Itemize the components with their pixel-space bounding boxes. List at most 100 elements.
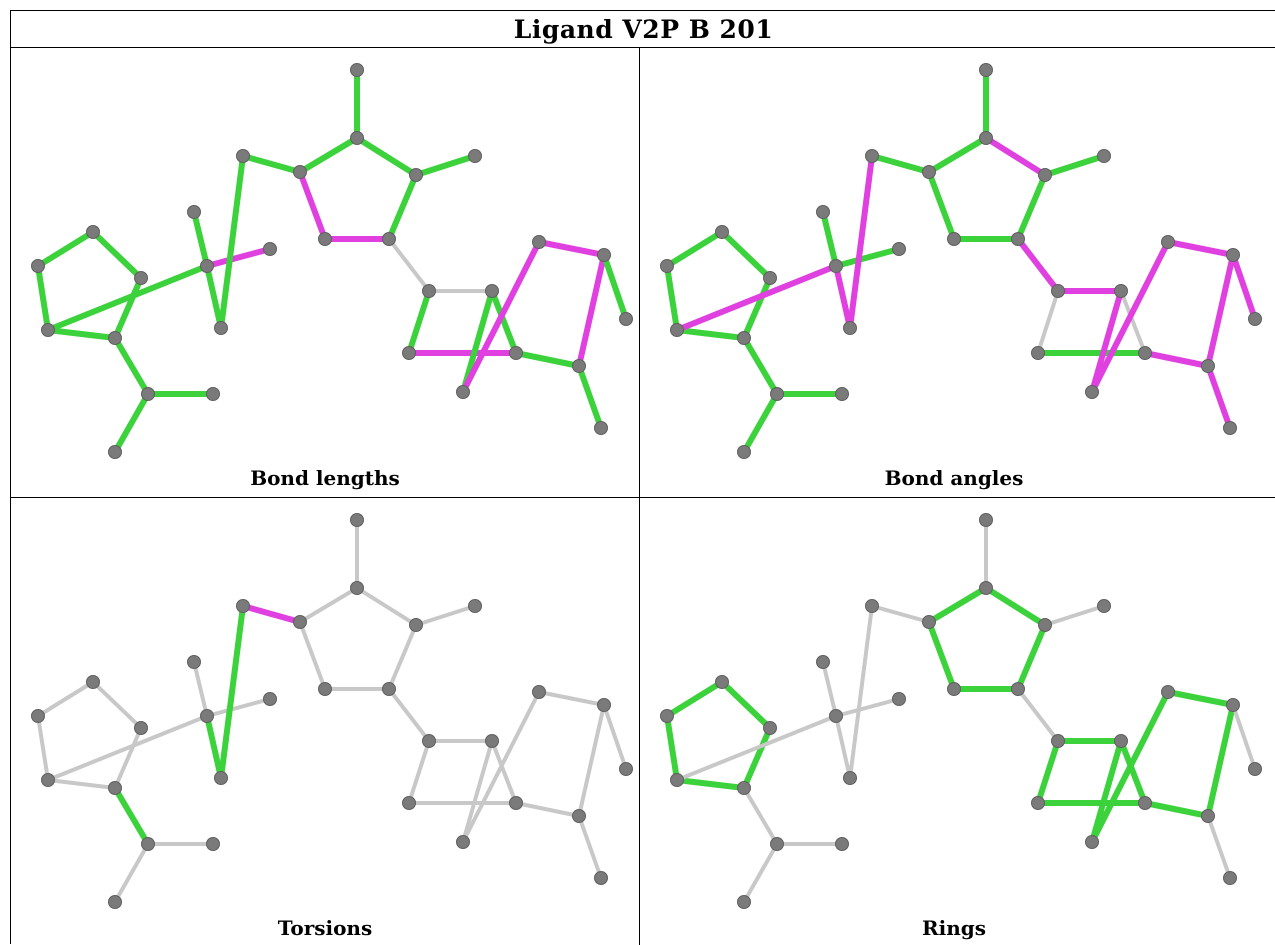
bond-a19-a13-pass: [926, 169, 957, 242]
atom-a1: [660, 709, 674, 723]
atom-a12: [236, 149, 250, 163]
atom-extra: [594, 421, 608, 435]
atom-a4: [763, 721, 777, 735]
atom-a21: [1114, 734, 1128, 748]
atoms-group: [31, 513, 633, 909]
bond-a23-a20-pass: [406, 288, 432, 356]
atom-a10: [816, 655, 830, 669]
atom-a14: [979, 131, 993, 145]
bond-a25-a26-neutral: [537, 690, 606, 707]
atom-a22: [509, 346, 523, 360]
bond-angles-molecule-panel: [660, 63, 1262, 459]
bond-angles-caption: Bond angles: [884, 466, 1024, 490]
atom-a4: [134, 721, 148, 735]
atom-a27: [572, 359, 586, 373]
bond-a24-a25-outlier: [460, 239, 542, 395]
atom-a27: [572, 809, 586, 823]
atoms-group: [660, 513, 1262, 909]
atom-a9: [892, 242, 906, 256]
atom-a21: [1114, 284, 1128, 298]
bond-a4-a0-pass: [719, 229, 773, 281]
atom-extra: [1223, 421, 1237, 435]
row-divider: [11, 497, 1275, 498]
atom-a16: [1097, 599, 1111, 613]
bond-a21-a22-pass: [489, 288, 519, 356]
atom-a14: [350, 131, 364, 145]
atom-a12: [865, 149, 879, 163]
bond-a17-a18-pass: [386, 172, 419, 242]
bond-a18-a20-neutral: [387, 237, 431, 293]
bond-a25-a26-outlier: [1165, 239, 1236, 258]
atom-a12: [236, 599, 250, 613]
bond-a23-a20-neutral: [407, 739, 431, 805]
bond-a24-a25-outlier: [1089, 239, 1171, 395]
bond-lengths-molecule-panel: [31, 63, 633, 459]
validation-table: Ligand V2P B 201 Bond lengths Bond angle…: [10, 10, 1275, 945]
atom-a11: [214, 321, 228, 335]
bonds-group: [36, 518, 628, 904]
bond-a27-a22-pass: [1142, 800, 1211, 819]
bond-a17-a16-pass: [413, 153, 478, 178]
atom-a21: [485, 734, 499, 748]
bonds-group: [664, 67, 1258, 455]
bond-a12-a13-neutral: [870, 604, 931, 624]
bond-a27-extra-outlier: [1205, 363, 1233, 431]
bond-a14-a17-neutral: [355, 586, 418, 627]
bond-a26-a28-pass: [601, 252, 629, 322]
bond-a13-a14-pass: [297, 135, 360, 175]
atom-a4: [763, 271, 777, 285]
bond-a21-a24-pass: [1089, 738, 1124, 845]
bond-a8-a9-pass: [833, 246, 902, 269]
bond-a17-a18-pass: [1015, 622, 1048, 692]
bond-a3-a4-neutral: [113, 726, 143, 790]
atom-a27: [1201, 809, 1215, 823]
bond-a14-a17-pass: [354, 135, 419, 178]
bond-a21-a22-pass: [1118, 738, 1148, 806]
bond-a3-a5-pass: [112, 785, 151, 847]
bond-a12-a13-pass: [869, 153, 932, 175]
bond-a8-a9-outlier: [204, 246, 273, 269]
atom-a15: [350, 513, 364, 527]
atom-a20: [422, 284, 436, 298]
bond-a27-extra-pass: [576, 363, 604, 431]
atom-a17: [1038, 168, 1052, 182]
bond-a11-a12-neutral: [848, 604, 874, 780]
bond-a26-a27-outlier: [576, 252, 607, 369]
bond-a26-a27-outlier: [1205, 252, 1236, 369]
bonds-group: [664, 518, 1257, 904]
bond-a21-a22-neutral: [490, 739, 518, 805]
bond-a1-a2-pass: [664, 713, 680, 783]
bond-a3-a4-pass: [741, 275, 773, 341]
atom-a3: [108, 781, 122, 795]
bond-a4-a0-pass: [719, 679, 773, 731]
bond-a0-a1-pass: [35, 229, 96, 269]
column-divider: [639, 47, 640, 945]
bond-a12-a13-pass: [240, 153, 303, 175]
bond-a12-a13-outlier: [240, 603, 303, 625]
atom-a25: [532, 685, 546, 699]
atom-a28: [1248, 762, 1262, 776]
bond-a27-a22-neutral: [514, 801, 581, 818]
atom-a18: [1011, 232, 1025, 246]
bond-a23-a20-pass: [1035, 738, 1061, 806]
atom-a0: [715, 225, 729, 239]
bond-a24-a25-neutral: [461, 690, 541, 844]
atom-a5: [141, 837, 155, 851]
atom-a23: [402, 796, 416, 810]
bond-a11-a12-pass: [218, 153, 246, 331]
atom-a3: [737, 781, 751, 795]
bond-a3-a4-pass: [112, 275, 144, 341]
bond-a21-a22-neutral: [1119, 289, 1147, 355]
atom-a15: [979, 63, 993, 77]
bond-a25-a26-outlier: [536, 239, 607, 258]
atom-a3: [108, 331, 122, 345]
bond-a1-a2-pass: [664, 263, 680, 333]
atom-a16: [1097, 149, 1111, 163]
atom-a8: [829, 709, 843, 723]
bond-a2-a8-neutral: [46, 714, 209, 782]
atom-a24: [1085, 385, 1099, 399]
atom-a28: [619, 312, 633, 326]
atom-a10: [816, 205, 830, 219]
bond-a13-a14-neutral: [298, 586, 359, 624]
bond-a21-a24-outlier: [1089, 288, 1124, 395]
